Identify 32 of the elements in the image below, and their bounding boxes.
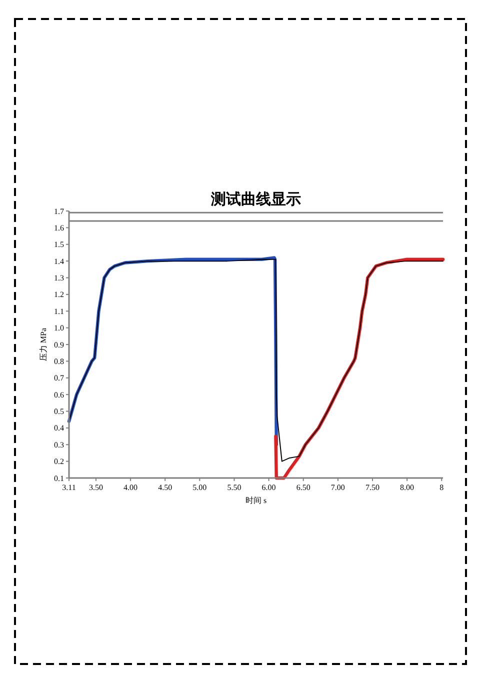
y-tick-label: 1.4 xyxy=(54,256,64,266)
x-tick-label: 6.00 xyxy=(262,483,276,492)
y-tick-label: 0.6 xyxy=(54,390,64,400)
y-tick-label: 0.9 xyxy=(54,340,64,350)
x-tick-label: 7.00 xyxy=(330,483,345,492)
y-tick-label: 0.5 xyxy=(54,407,64,416)
x-tick-label: 3.11 xyxy=(62,483,76,492)
chart-title: 测试曲线显示 xyxy=(210,191,301,208)
y-tick-label: 1.5 xyxy=(54,240,64,250)
x-axis-title: 时间 s xyxy=(245,496,267,505)
x-tick-label: 5.50 xyxy=(227,483,242,492)
x-tick-label: 7.50 xyxy=(365,483,380,492)
y-tick-label: 0.7 xyxy=(54,374,64,383)
x-tick-label: 3.50 xyxy=(88,483,103,492)
y-tick-label: 1.6 xyxy=(54,223,64,232)
y-tick-label: 1.0 xyxy=(54,324,64,333)
y-axis-title: 压力 MPa xyxy=(39,328,48,362)
y-tick-label: 0.2 xyxy=(54,457,64,466)
y-tick-label: 0.1 xyxy=(54,474,64,483)
y-tick-label: 0.4 xyxy=(54,424,64,433)
y-tick-label: 1.1 xyxy=(54,306,64,316)
y-tick-label: 1.7 xyxy=(54,206,64,216)
x-tick-label: 8.00 xyxy=(400,483,414,492)
y-tick-label: 0.8 xyxy=(54,356,64,366)
x-tick-label: 4.00 xyxy=(124,483,138,492)
x-tick-label: 4.50 xyxy=(158,483,172,492)
y-tick-label: 0.3 xyxy=(54,440,64,450)
y-tick-label: 1.3 xyxy=(54,274,64,283)
x-tick-label: 8 xyxy=(440,483,444,492)
x-tick-label: 5.00 xyxy=(192,483,207,492)
y-tick-label: 1.2 xyxy=(54,290,64,300)
x-tick-label: 6.50 xyxy=(296,483,310,492)
